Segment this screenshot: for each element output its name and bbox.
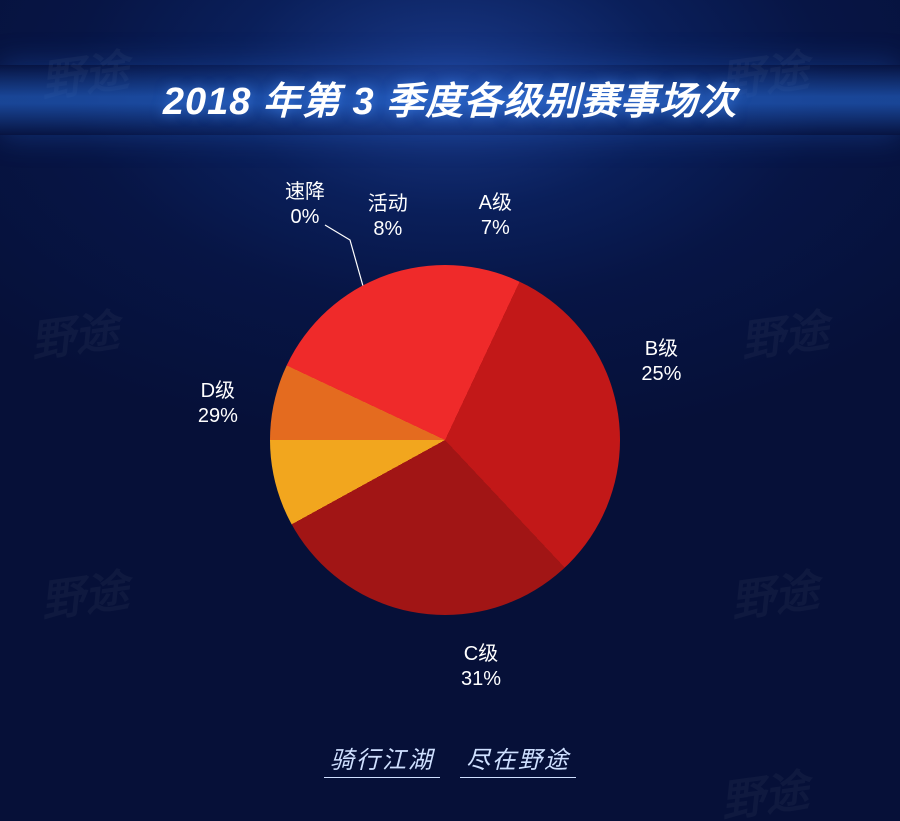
footer-left: 骑行江湖 [324, 740, 440, 778]
watermark: 野途 [726, 554, 822, 630]
watermark: 野途 [26, 294, 122, 370]
footer-tagline: 骑行江湖 尽在野途 [0, 740, 900, 778]
chart-title: 2018 年第 3 季度各级别赛事场次 [0, 70, 900, 125]
slice-label: B级25% [641, 337, 681, 387]
chart-stage: 野途 野途 野途 野途 野途 野途 野途 2018 年第 3 季度各级别赛事场次… [0, 0, 900, 821]
footer-right: 尽在野途 [460, 740, 576, 778]
slice-label: A级7% [479, 191, 512, 241]
slice-label-zero: 速降0% [285, 180, 325, 230]
pie-disc [270, 265, 620, 615]
slice-label: D级29% [198, 379, 238, 429]
watermark: 野途 [36, 554, 132, 630]
slice-label: C级31% [461, 642, 501, 692]
pie-chart [270, 265, 620, 615]
slice-label: 活动8% [368, 192, 408, 242]
watermark: 野途 [736, 294, 832, 370]
